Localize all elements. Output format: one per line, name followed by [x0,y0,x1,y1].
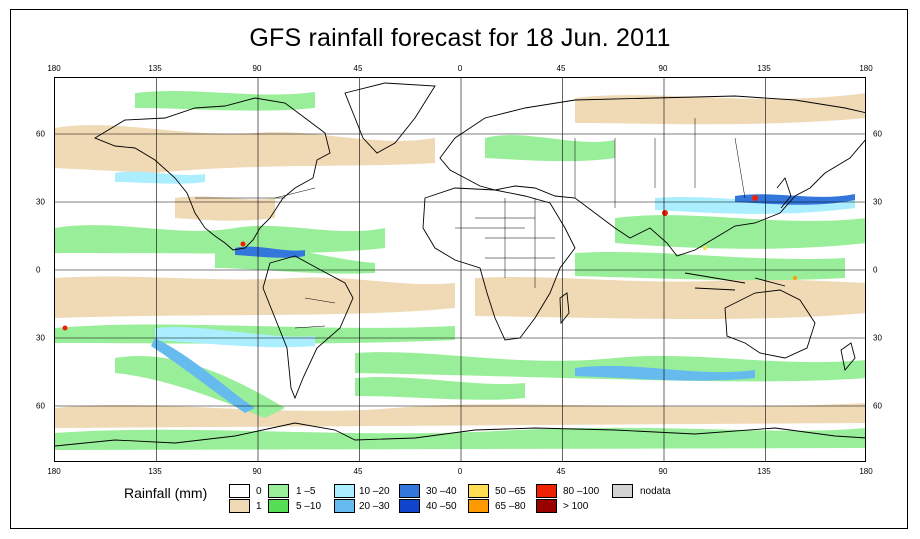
rain-spot-80-100mm [240,241,246,247]
legend-label-12: nodata [640,486,671,497]
coastlines [55,82,865,447]
lat-label-right-0: 0 [873,265,878,275]
legend-label-3: 5 –10 [296,501,322,512]
rain-field-1-5mm [485,135,615,162]
lon-label-bottom-180w: 180 [47,467,61,476]
rain-spot-50-65mm [703,246,707,250]
lat-label-left-0: 0 [36,265,41,275]
lat-label-left-30s: 30 [36,333,45,343]
rain-spot-65-80mm [793,276,797,280]
coastline-new-zealand [840,342,856,372]
lon-label-top-90w: 90 [252,64,262,73]
lon-label-bottom-180e: 180 [859,467,873,476]
graticule [55,78,865,461]
legend-label-5: 20 –30 [359,501,390,512]
legend-swatch-9 [468,499,489,513]
legend-label-4: 10 –20 [359,486,390,497]
map-title: GFS rainfall forecast for 18 Jun. 2011 [249,24,671,52]
lon-label-top-45w: 45 [353,64,363,73]
legend-title: Rainfall (mm) [124,485,208,501]
rain-field-10-20mm [155,327,315,348]
lon-label-top-180e: 180 [859,64,873,73]
figure-frame [10,9,908,529]
legend-swatch-2 [268,484,289,498]
legend-swatch-4 [334,484,355,498]
rain-field-light [575,93,865,125]
lat-label-left-30n: 30 [36,197,45,207]
lat-label-left-60n: 60 [36,129,45,139]
rain-field-light [55,276,455,318]
rain-field-1-5mm [135,90,315,111]
legend-swatch-1 [229,499,250,513]
rain-field-1-5mm [615,215,865,249]
lat-label-left-60s: 60 [36,401,45,411]
coastline-indonesia [684,272,786,291]
legend-swatch-3 [268,499,289,513]
coastline-madagascar [559,292,570,325]
legend-label-9: 65 –80 [495,501,526,512]
legend-label-6: 30 –40 [426,486,457,497]
rain-field-light [475,276,865,320]
lat-label-right-60s: 60 [873,401,882,411]
rainfall-map [54,77,866,462]
legend-swatch-12 [612,484,633,498]
legend-label-10: 80 –100 [563,486,600,497]
lon-label-bottom-45w: 45 [353,467,363,476]
legend-swatch-0 [229,484,250,498]
lon-label-top-90e: 90 [658,64,668,73]
lon-label-bottom-45e: 45 [556,467,566,476]
rain-spot-80-100mm [62,325,68,331]
legend-label-2: 1 –5 [296,486,316,497]
rainfall-map-svg [55,78,865,461]
legend-swatch-11 [536,499,557,513]
rain-field-light [55,125,435,173]
coastline-antarctica [55,422,865,447]
coastline-eurasia [439,95,865,257]
lon-label-top-135w: 135 [148,64,162,73]
lon-label-bottom-0: 0 [457,467,463,476]
rain-field-20-30mm [575,365,755,381]
lat-label-right-30s: 30 [873,333,882,343]
rain-field-light [55,403,865,428]
rain-field-10-20mm [655,196,855,214]
coastline-south-america [262,255,354,400]
rain-field-1-5mm [55,427,865,450]
lat-label-right-60n: 60 [873,129,882,139]
legend-swatch-8 [468,484,489,498]
coastline-greenland [344,82,436,154]
rain-field-light [175,196,275,221]
legend-label-11: > 100 [563,501,589,512]
lon-label-bottom-135e: 135 [757,467,771,476]
rain-field-10-20mm [115,171,205,184]
lat-label-right-30n: 30 [873,197,882,207]
legend-label-8: 50 –65 [495,486,526,497]
lon-label-bottom-90e: 90 [658,467,668,476]
lon-label-top-0: 0 [457,64,463,73]
legend-swatch-7 [399,499,420,513]
coastline-africa [422,187,576,341]
rainfall-fields [55,90,865,450]
rain-field-1-5mm [355,376,525,400]
legend-swatch-6 [399,484,420,498]
legend-swatch-5 [334,499,355,513]
lon-label-top-180w: 180 [47,64,61,73]
rain-field-1-5mm [575,251,845,281]
legend-label-7: 40 –50 [426,501,457,512]
legend-label-0: 0 [256,486,262,497]
legend-label-1: 1 [256,501,262,512]
lon-label-bottom-135w: 135 [148,467,162,476]
country-borders [195,118,746,329]
rain-field-30-40mm [235,246,305,258]
rain-spot-80-100mm [752,195,758,201]
rain-spot-80-100mm [662,210,668,216]
coastline-australia [724,289,816,359]
rain-field-20-30mm [151,338,255,413]
legend-swatch-10 [536,484,557,498]
lon-label-bottom-90w: 90 [252,467,262,476]
lon-label-top-135e: 135 [757,64,771,73]
lon-label-top-45e: 45 [556,64,566,73]
coastline-north-america [93,97,331,251]
